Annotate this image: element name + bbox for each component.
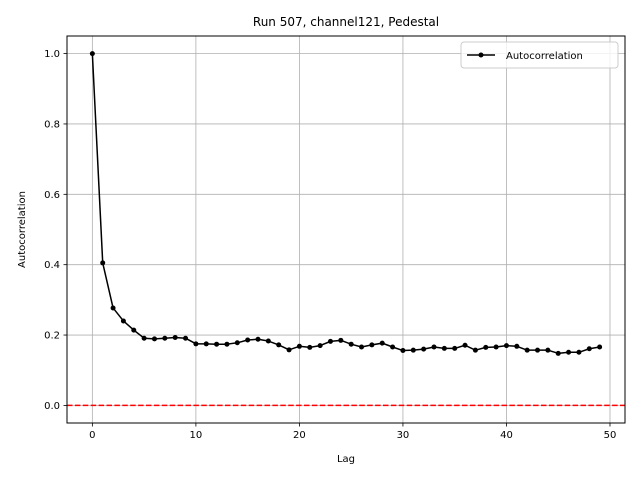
data-point [441, 345, 447, 351]
legend-marker-swatch [478, 52, 484, 58]
x-axis-label: Lag [337, 454, 355, 465]
data-point [327, 338, 333, 344]
y-tick-label: 1.0 [44, 49, 60, 60]
data-point [172, 335, 178, 341]
chart-title: Run 507, channel121, Pedestal [253, 15, 439, 29]
data-point [203, 341, 209, 347]
data-point [131, 327, 137, 333]
data-point [483, 344, 489, 350]
plot-area [67, 36, 625, 423]
data-point [421, 346, 427, 352]
data-point [555, 350, 561, 356]
y-tick-label: 0.0 [44, 401, 60, 412]
data-point [265, 338, 271, 344]
data-point [472, 347, 478, 353]
data-point [348, 341, 354, 347]
data-point [276, 342, 282, 348]
data-point [586, 346, 592, 352]
data-point [390, 344, 396, 350]
plot-frame [66, 35, 626, 424]
data-point [183, 335, 189, 341]
data-point [89, 51, 95, 57]
series-layer [89, 51, 603, 356]
data-point [110, 305, 116, 311]
data-point [307, 344, 313, 350]
y-tick-label: 0.4 [44, 260, 60, 271]
data-point [379, 340, 385, 346]
data-point [400, 348, 406, 354]
grid [67, 36, 625, 423]
data-point [514, 343, 520, 349]
x-tick-label: 20 [293, 430, 306, 441]
x-tick-label: 40 [500, 430, 513, 441]
y-tick-label: 0.8 [44, 119, 60, 130]
data-point [100, 260, 106, 266]
data-point [214, 341, 220, 347]
data-point [162, 335, 168, 341]
data-point [359, 344, 365, 350]
data-point [576, 349, 582, 355]
data-point [431, 344, 437, 350]
data-point [369, 342, 375, 348]
x-tick-label: 30 [397, 430, 410, 441]
x-tick-label: 10 [190, 430, 203, 441]
data-point [410, 347, 416, 353]
y-axis-label: Autocorrelation [17, 191, 28, 268]
x-ticks: 0 10 20 30 40 50 [89, 423, 616, 441]
data-point [535, 347, 541, 353]
data-point [120, 318, 126, 324]
data-point [566, 349, 572, 355]
data-point [296, 343, 302, 349]
legend-box [460, 41, 619, 69]
x-tick-label: 0 [89, 430, 95, 441]
data-point [234, 340, 240, 346]
data-point [151, 336, 157, 342]
data-point [286, 347, 292, 353]
data-point [224, 341, 230, 347]
data-point [462, 342, 468, 348]
data-point [524, 347, 530, 353]
data-point [255, 336, 261, 342]
legend-label-autocorrelation: Autocorrelation [506, 51, 583, 62]
data-point [597, 344, 603, 350]
x-tick-label: 50 [604, 430, 617, 441]
data-point [193, 341, 199, 347]
data-point [452, 345, 458, 351]
data-point [317, 343, 323, 349]
data-point [493, 344, 499, 350]
y-tick-label: 0.2 [44, 331, 60, 342]
y-ticks: 0.0 0.2 0.4 0.6 0.8 1.0 [44, 49, 67, 412]
data-point [503, 343, 509, 349]
data-point [545, 347, 551, 353]
data-point [338, 337, 344, 343]
legend: Autocorrelation [460, 41, 619, 69]
data-point [141, 335, 147, 341]
y-tick-label: 0.6 [44, 190, 60, 201]
data-point [245, 337, 251, 343]
